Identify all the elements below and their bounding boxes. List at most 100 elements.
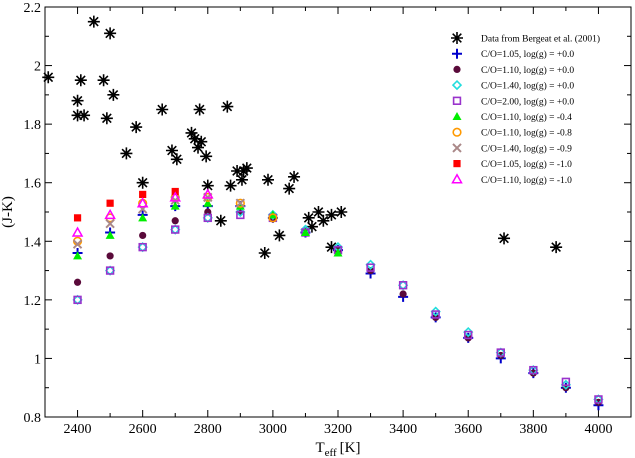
data-point bbox=[42, 71, 55, 84]
x-axis-label-main: T bbox=[315, 440, 324, 456]
data-point bbox=[235, 173, 248, 186]
legend-item: C/O=1.05, log(g) = -1.0 bbox=[453, 159, 572, 170]
data-point bbox=[105, 230, 115, 239]
y-tick-label: 1.2 bbox=[24, 294, 42, 309]
data-point bbox=[170, 153, 183, 166]
series-9 bbox=[71, 188, 214, 237]
data-point bbox=[138, 213, 148, 222]
x-tick-label: 3000 bbox=[259, 422, 287, 437]
data-point bbox=[335, 206, 348, 218]
legend-item: C/O=1.10, log(g) = -1.0 bbox=[451, 173, 572, 186]
legend-label: C/O=1.10, log(g) = -1.0 bbox=[481, 175, 572, 186]
legend-label: C/O=1.05, log(g) = -1.0 bbox=[481, 159, 572, 170]
data-point bbox=[550, 241, 563, 254]
data-point bbox=[170, 201, 180, 210]
data-point bbox=[262, 173, 275, 186]
data-point bbox=[235, 201, 245, 210]
y-tick-label: 1.4 bbox=[24, 235, 42, 250]
series-1 bbox=[72, 201, 604, 411]
legend-label: C/O=1.10, log(g) = -0.4 bbox=[481, 112, 572, 123]
x-tick-label: 3800 bbox=[519, 422, 547, 437]
data-point bbox=[288, 170, 301, 183]
legend-marker bbox=[451, 79, 463, 91]
x-tick-label: 3200 bbox=[324, 422, 352, 437]
data-point bbox=[73, 214, 82, 222]
data-point bbox=[130, 121, 143, 134]
data-point bbox=[235, 206, 246, 218]
x-tick-label: 2600 bbox=[129, 422, 157, 437]
data-point bbox=[333, 248, 343, 257]
legend-marker bbox=[452, 96, 462, 106]
data-point bbox=[188, 132, 201, 145]
data-point bbox=[398, 281, 408, 290]
data-point bbox=[136, 176, 149, 189]
data-point bbox=[106, 252, 114, 260]
data-point bbox=[104, 27, 117, 40]
data-point bbox=[201, 179, 214, 192]
x-tick-label: 2400 bbox=[64, 422, 92, 437]
data-point bbox=[235, 198, 245, 208]
legend-marker bbox=[452, 143, 462, 153]
legend-item: C/O=1.10, log(g) = +0.0 bbox=[453, 65, 574, 76]
data-point bbox=[365, 259, 376, 270]
data-point bbox=[185, 126, 198, 139]
data-point bbox=[120, 147, 133, 160]
data-point bbox=[105, 266, 115, 275]
data-point bbox=[273, 229, 286, 242]
data-point bbox=[193, 103, 206, 116]
y-tick-label: 2 bbox=[34, 60, 41, 75]
data-point bbox=[224, 179, 237, 192]
data-point bbox=[74, 74, 87, 87]
data-point bbox=[430, 306, 441, 317]
data-point bbox=[105, 219, 115, 229]
data-point bbox=[283, 182, 296, 195]
series-3 bbox=[72, 206, 604, 405]
data-point bbox=[214, 214, 227, 227]
data-point bbox=[236, 210, 245, 220]
legend-marker bbox=[452, 48, 462, 59]
legend-label: C/O=1.10, log(g) = -0.8 bbox=[481, 128, 572, 139]
data-point bbox=[529, 365, 538, 375]
data-point bbox=[305, 220, 318, 233]
legend-label: C/O=1.10, log(g) = +0.0 bbox=[481, 65, 574, 76]
y-axis-label: (J-K) bbox=[0, 196, 16, 228]
data-point bbox=[258, 247, 271, 259]
data-point bbox=[73, 251, 83, 260]
data-point bbox=[312, 206, 325, 218]
data-point bbox=[78, 109, 91, 122]
data-point bbox=[139, 190, 147, 199]
data-point bbox=[72, 239, 83, 249]
data-point bbox=[325, 208, 338, 221]
data-point bbox=[498, 232, 511, 245]
legend-marker bbox=[452, 112, 462, 120]
legend-marker bbox=[453, 160, 461, 168]
legend-marker bbox=[451, 32, 463, 44]
data-point bbox=[317, 214, 330, 227]
series-2 bbox=[73, 208, 603, 406]
data-point bbox=[192, 141, 205, 154]
series-8 bbox=[73, 187, 179, 222]
data-point bbox=[496, 348, 505, 357]
data-point bbox=[195, 135, 208, 148]
data-point bbox=[97, 74, 110, 87]
data-point bbox=[561, 377, 571, 387]
data-point bbox=[165, 144, 178, 157]
data-point bbox=[463, 326, 474, 338]
data-point bbox=[71, 94, 84, 107]
y-tick-label: 1.6 bbox=[24, 177, 42, 192]
legend-item: C/O=1.10, log(g) = -0.8 bbox=[452, 127, 572, 139]
x-axis-label-sub: eff bbox=[325, 447, 337, 458]
legend-item: Data from Bergeat et al. (2001) bbox=[451, 32, 600, 45]
data-point bbox=[235, 198, 246, 208]
legend-item: C/O=1.40, log(g) = +0.0 bbox=[451, 79, 574, 92]
data-point bbox=[203, 213, 212, 223]
legend-label: C/O=2.00, log(g) = +0.0 bbox=[481, 96, 574, 107]
data-point bbox=[231, 165, 244, 177]
x-axis-label: Teff [K] bbox=[315, 440, 360, 458]
y-tick-label: 1.8 bbox=[24, 118, 42, 133]
data-point bbox=[268, 213, 278, 223]
x-tick-label: 4000 bbox=[584, 422, 612, 437]
legend-marker bbox=[452, 127, 462, 137]
data-point bbox=[71, 109, 84, 122]
data-point bbox=[240, 162, 253, 175]
